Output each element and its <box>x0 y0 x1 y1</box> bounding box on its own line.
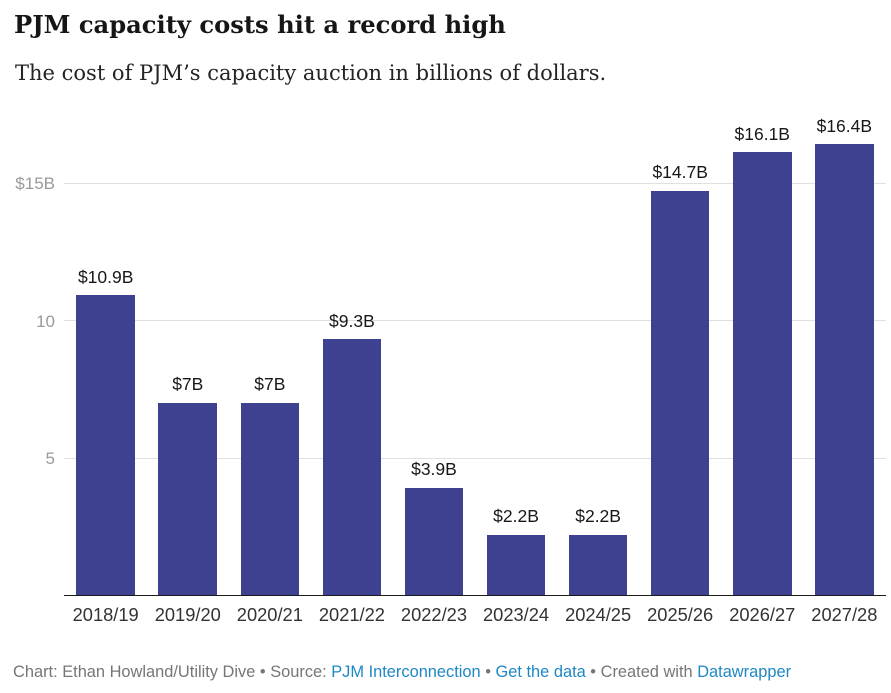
bar-2020-21[interactable] <box>240 402 300 595</box>
x-axis-label-2023-24: 2023/24 <box>483 603 550 625</box>
get-data-link[interactable]: Get the data <box>495 662 586 681</box>
value-label-2018-19: $10.9B <box>77 266 134 287</box>
x-axis-label-2022-23: 2022/23 <box>400 603 468 625</box>
footer-separator-2: • <box>480 662 496 681</box>
value-label-2019-20: $7B <box>172 374 204 394</box>
datawrapper-link[interactable]: Datawrapper <box>697 662 792 681</box>
chart-subtitle: The cost of PJM’s capacity auction in bi… <box>15 61 607 85</box>
x-axis-label-2026-27: 2026/27 <box>729 603 796 625</box>
x-axis-label-2018-19: 2018/19 <box>72 603 139 625</box>
y-axis-tick-label-5: 5 <box>45 449 55 469</box>
x-axis-label-2019-20: 2019/20 <box>154 603 221 625</box>
credit-label: Chart: Ethan Howland/Utility Dive <box>13 662 256 681</box>
bar-2018-19[interactable] <box>76 295 135 595</box>
y-axis-tick-label-15: $15B <box>15 174 55 194</box>
bar-2026-27[interactable] <box>732 152 792 595</box>
x-axis-label-2027-28: 2027/28 <box>811 603 878 625</box>
value-label-2025-26: $14.7B <box>652 162 708 183</box>
footer-separator-3: • <box>585 662 601 681</box>
gridline-10 <box>64 320 886 321</box>
bar-2022-23[interactable] <box>404 487 464 595</box>
bar-2021-22[interactable] <box>322 339 382 595</box>
created-with-label: Created with <box>600 662 698 681</box>
bar-2023-24[interactable] <box>486 534 546 595</box>
value-label-2022-23: $3.9B <box>411 459 457 480</box>
gridline-15 <box>64 182 886 184</box>
gridline-5 <box>64 457 886 459</box>
chart-footer: Chart: Ethan Howland/Utility Dive • Sour… <box>13 663 791 682</box>
x-axis-label-2024-25: 2024/25 <box>565 603 632 625</box>
source-label: Source: <box>270 662 332 681</box>
value-label-2023-24: $2.2B <box>493 506 539 526</box>
footer-separator-1: • <box>255 662 271 681</box>
value-label-2026-27: $16.1B <box>734 123 790 144</box>
bar-2027-28[interactable] <box>815 144 874 595</box>
x-axis-label-2021-22: 2021/22 <box>318 603 385 625</box>
x-axis-line <box>64 594 886 596</box>
value-label-2020-21: $7B <box>254 374 286 394</box>
value-label-2024-25: $2.2B <box>575 506 621 526</box>
source-link[interactable]: PJM Interconnection <box>331 662 481 681</box>
x-axis-label-2025-26: 2025/26 <box>647 603 714 625</box>
chart-title: PJM capacity costs hit a record high <box>14 10 506 39</box>
value-label-2027-28: $16.4B <box>816 115 873 136</box>
bar-2025-26[interactable] <box>650 190 710 595</box>
value-label-2021-22: $9.3B <box>329 310 375 331</box>
x-axis-label-2020-21: 2020/21 <box>236 603 303 625</box>
y-axis-tick-label-10: 10 <box>36 311 55 331</box>
bar-2019-20[interactable] <box>158 402 218 595</box>
bar-2024-25[interactable] <box>568 534 628 595</box>
